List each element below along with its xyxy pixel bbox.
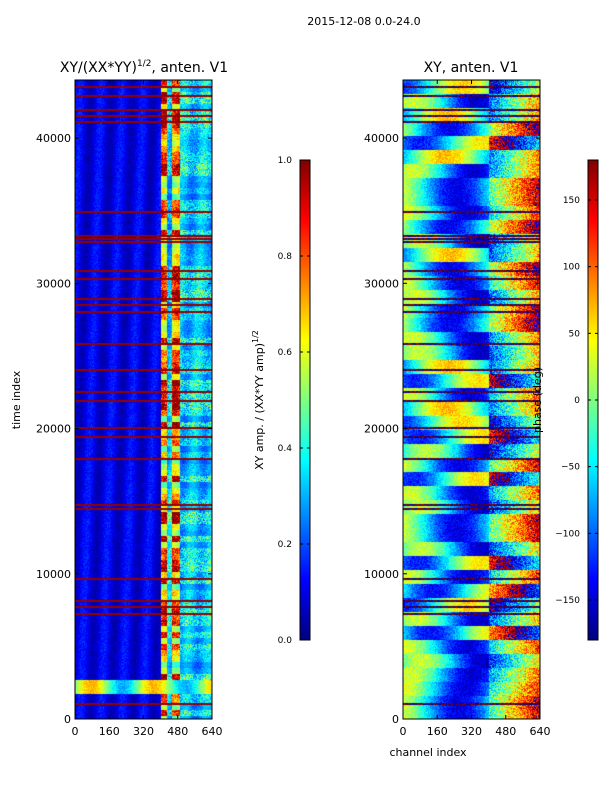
amplitude-x-tick-label: 480	[167, 725, 188, 738]
amplitude-colorbar-tick-label: 0.0	[278, 636, 293, 646]
amplitude-y-label: time index	[10, 370, 23, 429]
amplitude-colorbar: 0.0 0.2 0.4 0.6 0.8 1.0 XY amp. / (XX*YY amp)…	[251, 156, 311, 646]
phase-y-tick-label: 20000	[364, 423, 399, 436]
amplitude-colorbar-label: XY amp. / (XX*YY amp)1/2	[251, 330, 266, 470]
phase-colorbar-tick-label: −50	[561, 463, 580, 473]
amplitude-colorbar-tick-label: 0.2	[278, 540, 292, 550]
phase-y-tick-label: 10000	[364, 568, 399, 581]
phase-x-ticks: 0 160 320 480 640	[400, 80, 551, 738]
phase-colorbar-tick-label: 0	[574, 396, 580, 406]
phase-x-tick-label: 0	[400, 725, 407, 738]
phase-x-tick-label: 640	[530, 725, 551, 738]
amplitude-colorbar-tick-label: 0.8	[278, 252, 293, 262]
amplitude-x-tick-label: 320	[133, 725, 154, 738]
amplitude-x-tick-label: 160	[99, 725, 120, 738]
amplitude-x-tick-label: 0	[72, 725, 79, 738]
phase-colorbar-tick-label: 150	[563, 196, 580, 206]
phase-panel-title: XY, anten. V1	[424, 60, 519, 76]
phase-colorbar-tick-label: −150	[555, 596, 580, 606]
amplitude-y-tick-label: 40000	[36, 132, 71, 145]
phase-colorbar-gradient	[588, 160, 598, 640]
phase-y-tick-label: 40000	[364, 132, 399, 145]
amplitude-y-tick-label: 20000	[36, 423, 71, 436]
phase-x-tick-label: 320	[461, 725, 482, 738]
amplitude-colorbar-tick-label: 0.4	[278, 444, 293, 454]
phase-colorbar-tick-label: 100	[563, 263, 580, 273]
phase-y-ticks: 0 10000 20000 30000 40000	[364, 132, 540, 726]
amplitude-y-tick-label: 10000	[36, 568, 71, 581]
phase-colorbar-ticks: −150 −100 −50 0 50 100 150	[555, 196, 598, 606]
amplitude-heatmap	[75, 80, 212, 719]
shared-x-label: channel index	[389, 746, 467, 759]
amplitude-colorbar-gradient	[300, 160, 310, 640]
phase-colorbar-tick-label: 50	[569, 329, 581, 339]
amplitude-panel: XY/(XX*YY)1/2, anten. V1 0 160 320 480 640 0…	[10, 59, 228, 738]
amplitude-colorbar-frame	[299, 159, 311, 641]
amplitude-x-ticks: 0 160 320 480 640	[72, 80, 223, 738]
phase-colorbar-tick-label: −100	[555, 529, 580, 539]
amplitude-colorbar-tick-label: 0.6	[278, 348, 293, 358]
phase-y-tick-label: 0	[392, 713, 399, 726]
amplitude-colorbar-ticks: 0.0 0.2 0.4 0.6 0.8 1.0	[278, 156, 310, 646]
phase-colorbar-label: phase (deg)	[531, 367, 544, 433]
phase-heatmap	[403, 80, 540, 719]
phase-x-tick-label: 480	[495, 725, 516, 738]
phase-y-tick-label: 30000	[364, 277, 399, 290]
amplitude-colorbar-tick-label: 1.0	[278, 156, 293, 166]
amplitude-panel-title: XY/(XX*YY)1/2, anten. V1	[60, 59, 228, 76]
amplitude-x-tick-label: 640	[202, 725, 223, 738]
figure-suptitle: 2015-12-08 0.0-24.0	[307, 15, 420, 28]
amplitude-y-ticks: 0 10000 20000 30000 40000	[36, 132, 212, 726]
phase-colorbar: −150 −100 −50 0 50 100 150 phase (deg)	[531, 159, 599, 641]
amplitude-y-tick-label: 30000	[36, 277, 71, 290]
amplitude-y-tick-label: 0	[64, 713, 71, 726]
phase-x-tick-label: 160	[427, 725, 448, 738]
phase-panel: XY, anten. V1 0 160 320 480 640 0 10000 20000 3…	[364, 60, 551, 738]
